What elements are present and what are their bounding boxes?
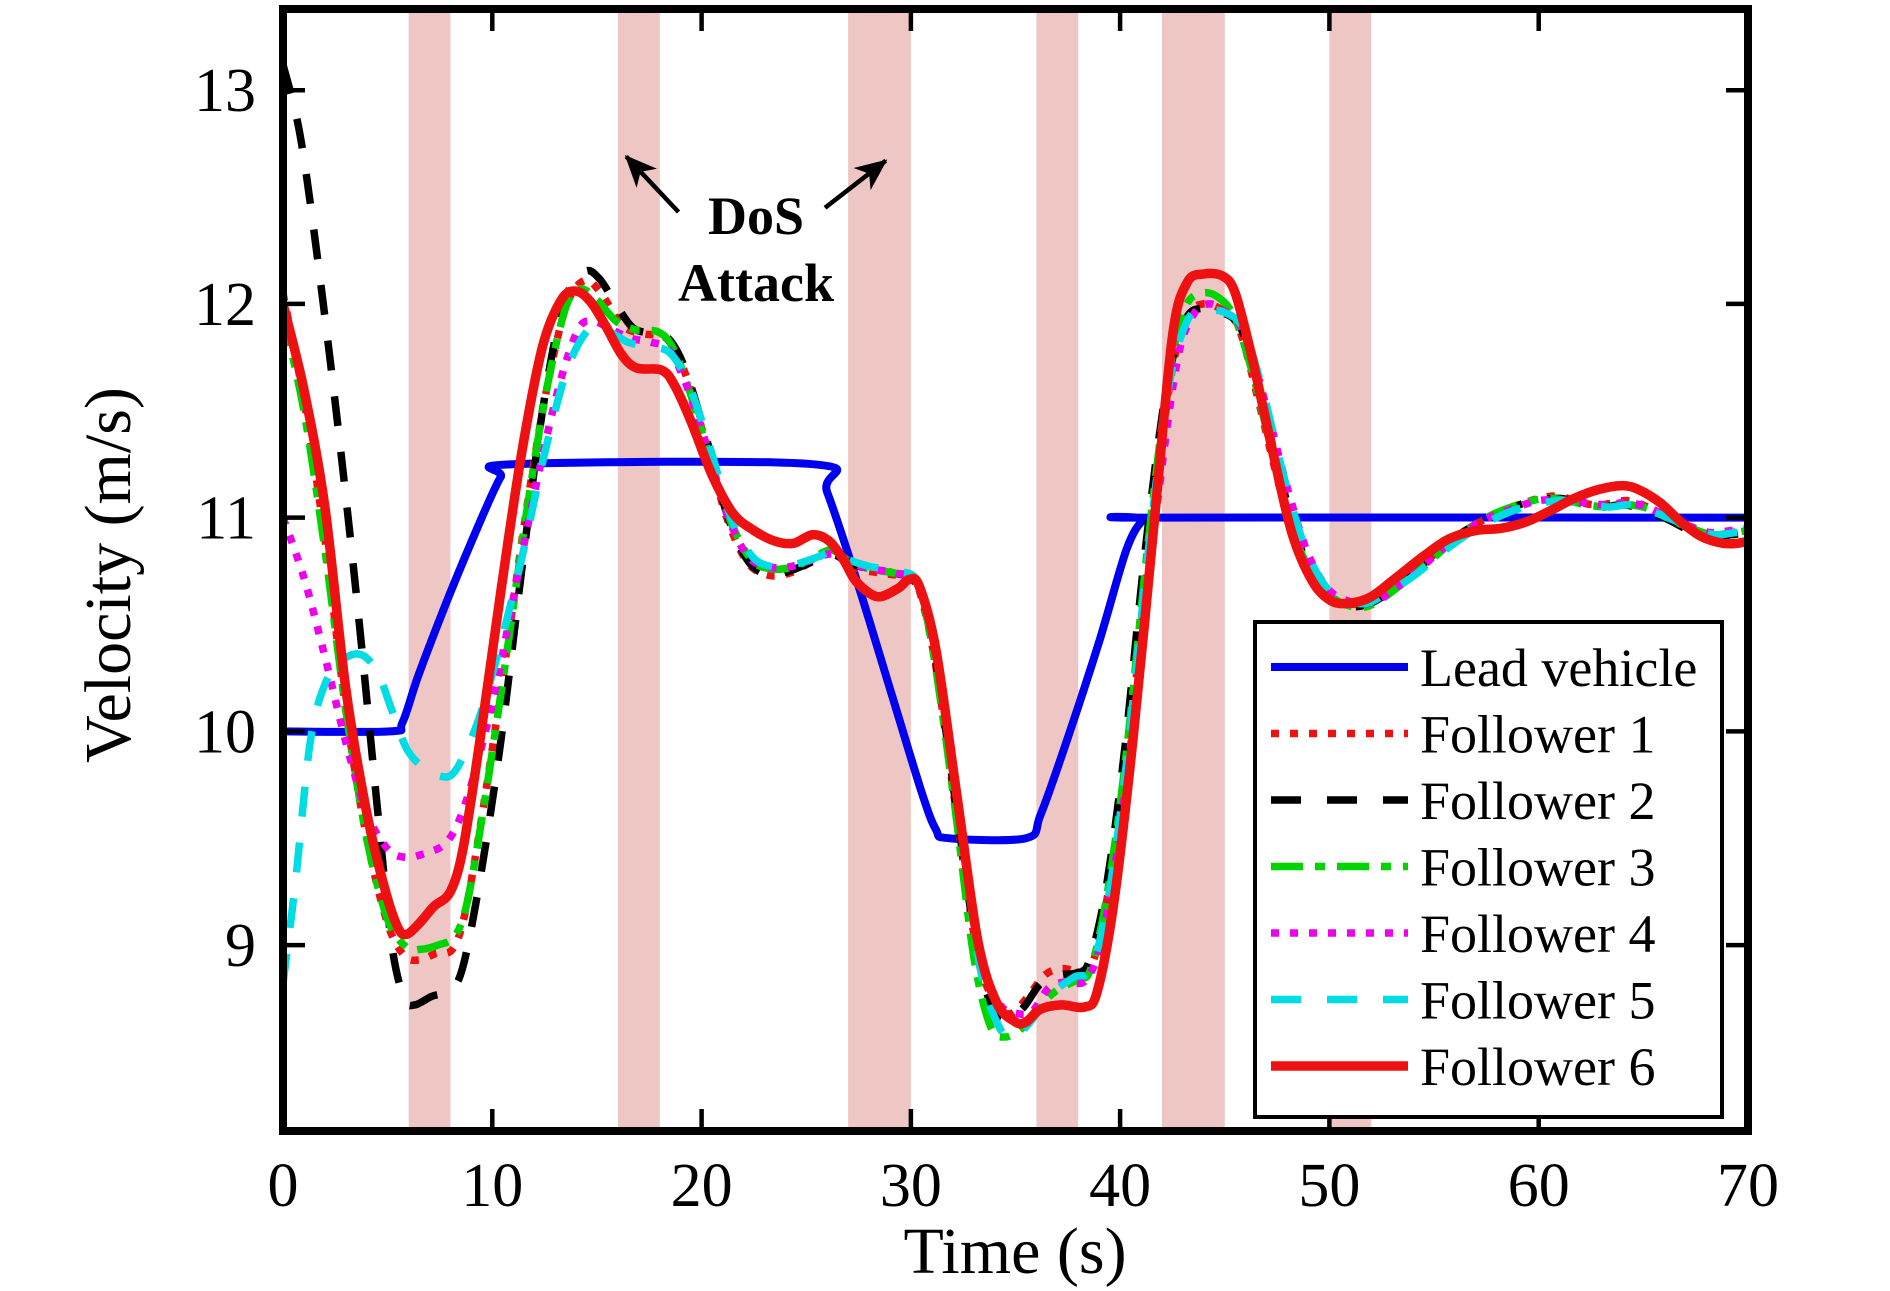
y-tick-label: 12 bbox=[194, 271, 256, 339]
dos-attack-band-5 bbox=[1162, 9, 1225, 1131]
legend-label-lead-vehicle: Lead vehicle bbox=[1420, 638, 1697, 698]
x-tick-label: 50 bbox=[1298, 1152, 1360, 1220]
series-line-follower-3 bbox=[283, 285, 1748, 1041]
x-axis-title: Time (s) bbox=[903, 1215, 1126, 1288]
plot-frame-and-ticks: 0 10 20 30 40 50 60 70 9 10 11 12 13 bbox=[194, 5, 1779, 1220]
legend-row-lead-vehicle: Lead vehicle bbox=[1271, 638, 1697, 698]
x-tick-label: 10 bbox=[461, 1152, 523, 1220]
legend-label-follower-2: Follower 2 bbox=[1420, 771, 1656, 831]
y-axis-title: Velocity (m/s) bbox=[72, 387, 145, 763]
dos-attack-bands bbox=[408, 9, 1372, 1131]
y-tick-label: 9 bbox=[225, 912, 256, 980]
dos-attack-band-4 bbox=[1036, 9, 1079, 1131]
legend-label-follower-5: Follower 5 bbox=[1420, 971, 1656, 1031]
x-tick-label: 30 bbox=[880, 1152, 942, 1220]
dos-attack-arrow-1 bbox=[624, 154, 681, 214]
legend-row-follower-3: Follower 3 bbox=[1271, 838, 1656, 898]
series-line-lead-vehicle bbox=[283, 457, 1748, 845]
legend-row-follower-6: Follower 6 bbox=[1271, 1037, 1656, 1097]
legend-row-follower-2: Follower 2 bbox=[1271, 771, 1656, 831]
series-lines bbox=[283, 63, 1748, 1041]
legend-row-follower-4: Follower 4 bbox=[1271, 904, 1656, 964]
series-line-follower-5 bbox=[283, 305, 1748, 1041]
y-tick-label: 10 bbox=[194, 698, 256, 766]
legend-label-follower-3: Follower 3 bbox=[1420, 838, 1656, 898]
legend-row-follower-5: Follower 5 bbox=[1271, 971, 1656, 1031]
plot-frame bbox=[279, 5, 1752, 1135]
dos-attack-arrow-2 bbox=[823, 158, 888, 210]
dos-attack-label-line2: Attack bbox=[678, 253, 834, 313]
x-tick-label: 20 bbox=[671, 1152, 733, 1220]
legend-box bbox=[1253, 620, 1724, 1119]
dos-attack-band-2 bbox=[617, 9, 660, 1131]
legend-label-follower-1: Follower 1 bbox=[1420, 705, 1656, 765]
legend-label-follower-6: Follower 6 bbox=[1420, 1037, 1656, 1097]
x-tick-label: 0 bbox=[268, 1152, 299, 1220]
dos-attack-annotation: DoS Attack bbox=[624, 154, 888, 313]
dos-attack-label-line1: DoS bbox=[708, 186, 804, 246]
legend-label-follower-4: Follower 4 bbox=[1420, 904, 1656, 964]
x-tick-label: 40 bbox=[1089, 1152, 1151, 1220]
series-line-follower-6 bbox=[283, 268, 1748, 1029]
y-tick-label: 13 bbox=[194, 57, 256, 125]
x-tick-label: 60 bbox=[1508, 1152, 1570, 1220]
x-tick-label: 70 bbox=[1717, 1152, 1779, 1220]
legend-row-follower-1: Follower 1 bbox=[1271, 705, 1656, 765]
y-tick-label: 11 bbox=[196, 485, 256, 553]
